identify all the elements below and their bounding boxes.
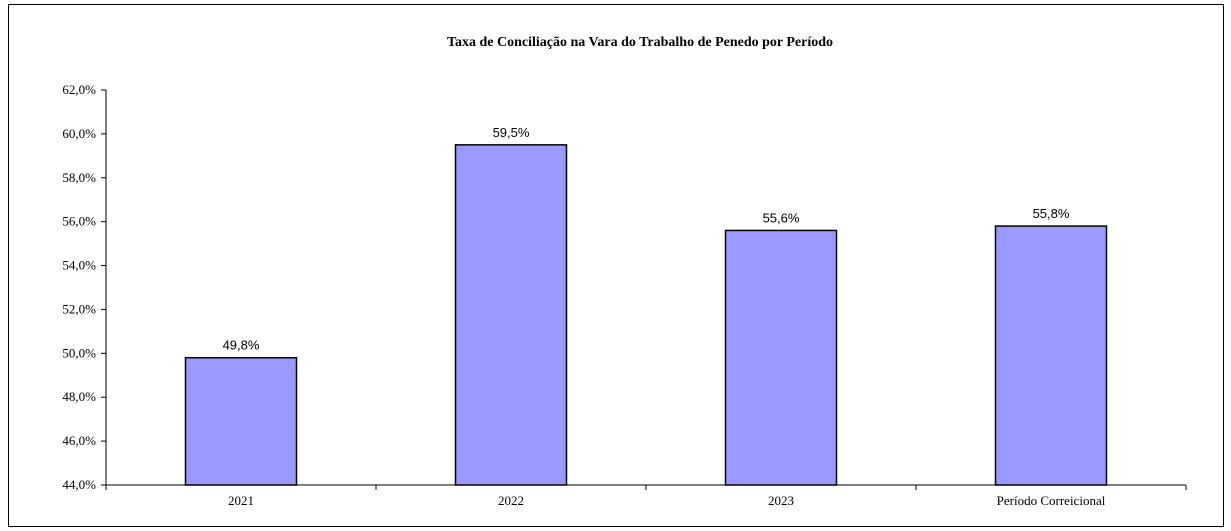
bar xyxy=(994,225,1108,486)
y-tick-label: 46,0% xyxy=(62,433,96,448)
y-tick-label: 62,0% xyxy=(62,82,96,97)
x-tick-label: 2021 xyxy=(228,493,254,508)
bars xyxy=(184,144,1108,486)
x-tick-label: Período Correicional xyxy=(997,493,1106,508)
y-axis: 44,0% 46,0% 48,0% 50,0% 52,0% 54,0% 56,0% 58,0%… xyxy=(62,82,107,492)
x-tick-label: 2023 xyxy=(768,493,794,508)
bar xyxy=(184,356,298,486)
data-label: 55,6% xyxy=(763,210,800,225)
data-labels: 49,8% 59,5% 55,6% 55,8% xyxy=(223,125,1070,353)
y-tick-label: 44,0% xyxy=(62,477,96,492)
chart-title: Taxa de Conciliação na Vara do Trabalho … xyxy=(447,35,833,50)
data-label: 59,5% xyxy=(493,125,530,140)
y-tick-label: 56,0% xyxy=(62,214,96,229)
y-tick-label: 60,0% xyxy=(62,126,96,141)
bar xyxy=(724,229,838,486)
y-tick-label: 52,0% xyxy=(62,301,96,316)
x-axis: 2021 2022 2023 Período Correicional xyxy=(105,484,1187,508)
bar xyxy=(454,144,568,486)
y-tick-label: 48,0% xyxy=(62,389,96,404)
y-tick-label: 58,0% xyxy=(62,170,96,185)
y-tick-label: 54,0% xyxy=(62,258,96,273)
data-label: 55,8% xyxy=(1033,206,1070,221)
x-tick-label: 2022 xyxy=(498,493,524,508)
y-tick-label: 50,0% xyxy=(62,345,96,360)
data-label: 49,8% xyxy=(223,338,260,353)
